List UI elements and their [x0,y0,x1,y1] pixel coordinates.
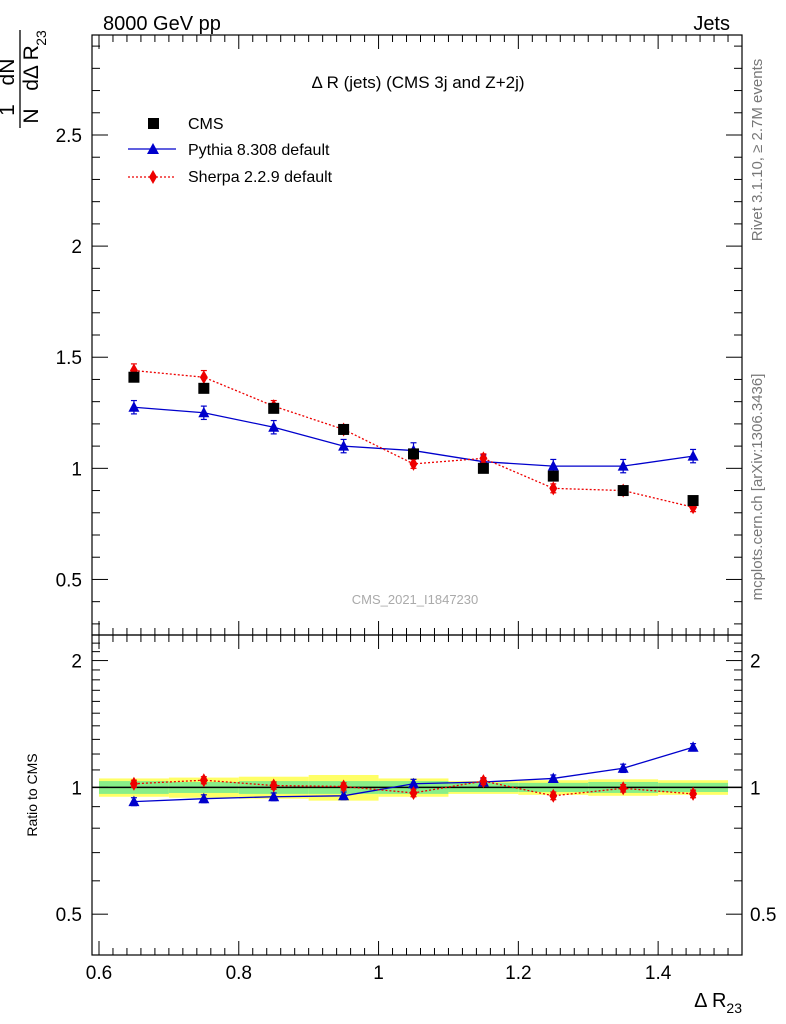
sherpa-point [269,778,278,793]
legend-marker-cms [148,118,159,129]
sherpa-point [339,779,348,794]
cms-point [268,402,280,414]
x-tick-label: 0.8 [226,963,252,984]
y-label-dn: dN [0,59,19,86]
main-panel: 0.5 1 1.5 2 2.5 Δ R (jets) (CMS 3j and Z+2j)… [0,30,743,636]
pythia-point [268,421,280,432]
legend-label-pythia: Pythia 8.308 default [188,142,330,159]
main-marks [128,363,699,515]
pythia-point [338,440,350,451]
pythia-point [687,741,699,752]
x-tick-label: 1.2 [505,963,531,984]
y-tick-label-right: 1 [750,778,761,799]
sherpa-point [199,773,208,788]
pythia-point [128,795,140,807]
cms-point [547,470,559,482]
pythia-point [408,777,420,789]
y-tick-label: 2 [71,237,82,258]
y-tick-label: 1 [71,459,82,480]
ratio-y-ticks: 0.5 0.5 1 1 2 2 [56,634,776,926]
sherpa-point [479,451,488,466]
y-tick-label: 1.5 [56,348,82,369]
sherpa-line [133,369,694,508]
cms-point [617,485,629,497]
legend-marker-sherpa [149,170,157,184]
sherpa-point [619,781,628,796]
legend-label-cms: CMS [188,116,224,133]
y-tick-label: 2.5 [56,126,82,147]
sherpa-point [549,481,558,496]
x-axis-label: Δ R23 [694,990,742,1016]
side-label-mcplots: mcplots.cern.ch [arXiv:1306.3436] [749,374,766,601]
cms-point [408,448,420,460]
ratio-x-ticks: 0.6 0.8 1 1.2 1.4 [86,635,743,984]
main-title: Δ R (jets) (CMS 3j and Z+2j) [311,73,524,92]
side-label-rivet: Rivet 3.1.10, ≥ 2.7M events [749,59,766,242]
pythia-point [128,401,140,412]
y-tick-label-right: 0.5 [750,905,776,926]
ratio-panel-frame [91,634,743,956]
main-x-ticks [98,35,743,635]
ratio-y-label: Ratio to CMS [24,753,40,836]
pythia-point [198,792,210,804]
sherpa-point [409,785,418,800]
ratio-panel: 0.5 0.5 1 1 2 2 0.6 0.8 1 1.2 1.4 Ratio to CMS Δ … [24,634,776,1016]
cms-point [687,495,699,507]
pythia-point [268,790,280,802]
y-label-one: 1 [0,104,19,116]
legend-marker-pythia [147,143,159,154]
x-tick-label: 1.4 [645,963,672,984]
pythia-point [338,789,350,801]
header-left: 8000 GeV pp [103,13,221,35]
x-tick-label: 1 [373,963,384,984]
sherpa-point [549,788,558,803]
legend: CMS Pythia 8.308 default Sherpa 2.2.9 de… [128,116,333,186]
pythia-point [547,772,559,783]
pythia-point [198,406,210,418]
y-label-sub: 23 [33,30,49,46]
pythia-point [687,450,699,461]
y-tick-label: 1 [71,778,82,799]
main-y-ticks: 0.5 1 1.5 2 2.5 [56,45,742,625]
ratio-marks [128,741,699,807]
y-tick-label: 2 [71,652,82,673]
x-tick-label: 0.6 [86,963,112,984]
y-tick-label-right: 2 [750,652,761,673]
y-tick-label: 0.5 [56,570,82,591]
legend-label-sherpa: Sherpa 2.2.9 default [188,169,333,186]
pythia-point [617,762,629,773]
pythia-point [617,460,629,471]
main-y-axis-label: 1 dN N dΔ R 23 [0,30,49,128]
sherpa-point [409,456,418,471]
sherpa-point [199,370,208,385]
sherpa-point [689,786,698,801]
y-label-d-delta-r: dΔ R [20,45,43,91]
y-tick-label: 0.5 [56,905,82,926]
cms-point [338,423,350,435]
sherpa-point [129,776,138,791]
pythia-point [547,460,559,471]
watermark: CMS_2021_I1847230 [352,592,479,607]
header-right: Jets [693,13,730,35]
cms-point [128,371,140,383]
sherpa-point [479,774,488,789]
cms-point [477,462,489,474]
y-label-n: N [20,108,43,123]
cms-point [198,382,210,394]
